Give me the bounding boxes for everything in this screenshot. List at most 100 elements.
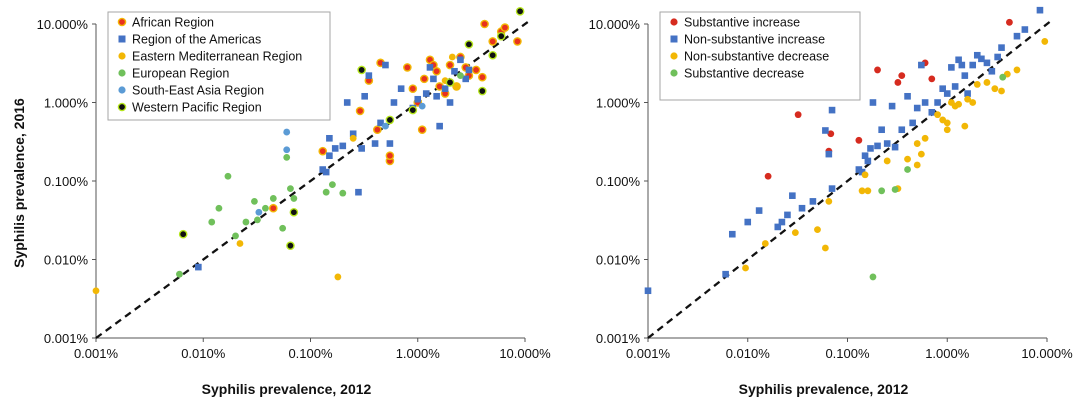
- data-point: [973, 81, 981, 88]
- y-tick-label: 0.001%: [44, 331, 89, 346]
- data-point: [269, 203, 278, 213]
- data-point: [414, 95, 422, 103]
- x-axis-title: Syphilis prevalence, 2012: [739, 381, 909, 397]
- x-tick-label: 0.001%: [626, 346, 671, 361]
- data-point: [904, 155, 911, 163]
- data-point: [478, 86, 487, 96]
- data-point: [891, 186, 899, 193]
- data-point: [861, 171, 869, 179]
- data-point: [998, 87, 1005, 95]
- data-point: [864, 157, 872, 165]
- reference-line-y-equals-x: [95, 18, 533, 339]
- data-point: [858, 168, 866, 176]
- data-point: [858, 187, 866, 195]
- data-point: [983, 79, 991, 86]
- legend-marker: [670, 52, 678, 60]
- legend-marker: [670, 18, 678, 26]
- data-point: [269, 195, 277, 202]
- data-point: [208, 218, 216, 226]
- data-point: [453, 83, 460, 90]
- data-point: [382, 122, 389, 130]
- data-point: [869, 99, 877, 106]
- data-point: [722, 270, 729, 278]
- legend-marker: [670, 69, 678, 77]
- data-point: [365, 72, 373, 79]
- y-axis-title: Syphilis prevalence, 2016: [11, 98, 27, 268]
- data-point: [869, 273, 877, 281]
- data-point: [964, 90, 971, 97]
- data-point: [1041, 38, 1049, 45]
- data-point: [928, 75, 936, 83]
- y-tick-label: 1.000%: [44, 96, 89, 111]
- y-tick-label: 0.001%: [596, 331, 641, 346]
- data-point: [798, 204, 806, 212]
- data-point: [948, 64, 955, 71]
- data-point: [894, 79, 902, 86]
- panel-1: 0.001% 0.010% 0.100% 1.000% 10.000% 0.001% 0.0…: [11, 7, 551, 397]
- data-point: [445, 78, 455, 87]
- legend-label: European Region: [132, 67, 229, 81]
- legend-label: Western Pacific Region: [132, 101, 262, 115]
- data-point: [334, 273, 342, 281]
- data-point: [955, 56, 962, 64]
- data-point: [403, 63, 412, 72]
- data-point: [433, 92, 440, 100]
- data-point: [878, 187, 886, 195]
- series-substantive-decrease: [869, 73, 1007, 281]
- data-point: [814, 226, 821, 234]
- data-point: [287, 185, 294, 193]
- legend-label: Eastern Mediterranean Region: [132, 50, 302, 64]
- data-point: [827, 130, 835, 138]
- data-point: [998, 44, 1005, 51]
- data-point: [874, 142, 881, 150]
- legend-label: Non-substantive increase: [684, 33, 825, 47]
- data-point: [1036, 6, 1044, 14]
- x-tick-label: 0.100%: [288, 346, 333, 361]
- data-point: [446, 99, 454, 106]
- data-point: [385, 151, 395, 161]
- data-point: [445, 60, 455, 70]
- legend-marker: [118, 86, 126, 94]
- data-point: [761, 240, 769, 247]
- x-tick-label: 0.001%: [74, 346, 119, 361]
- data-point: [283, 128, 291, 136]
- data-point: [913, 104, 921, 112]
- data-point: [488, 37, 498, 46]
- data-point: [864, 187, 872, 195]
- data-point: [921, 134, 929, 142]
- data-point: [397, 85, 405, 92]
- data-point: [904, 166, 911, 173]
- data-point: [232, 232, 239, 240]
- y-tick-label: 0.010%: [596, 253, 641, 268]
- data-point: [326, 152, 333, 160]
- data-point: [349, 130, 357, 138]
- data-point: [195, 263, 202, 271]
- data-point: [386, 140, 394, 147]
- legend-label: Non-substantive decrease: [684, 50, 829, 64]
- data-point: [943, 126, 951, 134]
- data-point: [784, 211, 791, 219]
- data-point: [339, 142, 347, 150]
- data-point: [451, 67, 458, 75]
- data-point: [255, 208, 263, 216]
- data-point: [339, 189, 347, 197]
- y-tick-label: 0.010%: [44, 253, 89, 268]
- x-axis-title: Syphilis prevalence, 2012: [202, 381, 372, 397]
- data-point: [794, 111, 802, 119]
- data-point: [432, 66, 441, 76]
- data-point: [1006, 18, 1013, 26]
- data-point: [1021, 26, 1029, 33]
- data-point: [355, 188, 362, 196]
- data-point: [385, 115, 395, 125]
- data-point: [891, 143, 899, 151]
- legend: African Region Region of the Americas East…: [107, 11, 331, 121]
- legend-marker: [117, 102, 127, 112]
- data-point: [430, 75, 437, 83]
- data-point: [418, 102, 426, 110]
- data-point: [644, 287, 652, 295]
- data-point: [825, 150, 833, 158]
- data-point: [390, 99, 398, 106]
- data-point: [999, 73, 1007, 81]
